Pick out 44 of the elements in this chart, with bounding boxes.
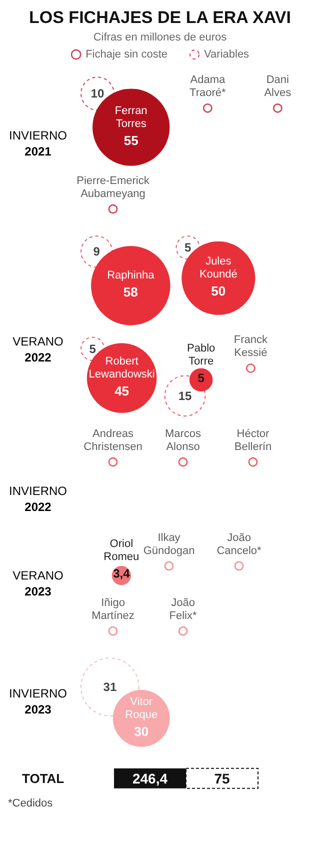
category-label: Franck Kessié (234, 334, 268, 359)
data-label: 55 (124, 132, 138, 148)
data-label: 5 (89, 342, 96, 356)
legend-label: Variables (204, 48, 250, 60)
category-label: Oriol Romeu (104, 538, 140, 563)
data-label: 15 (178, 388, 192, 403)
category-label: João Felix* (169, 596, 198, 622)
category-label: Raphinha (107, 269, 156, 282)
data-label: 3,4 (113, 566, 130, 580)
category-label: Jules Koundé (199, 255, 238, 280)
legend-label: Fichaje sin coste (86, 48, 168, 60)
data-label: 10 (90, 86, 104, 101)
data-label: 9 (93, 244, 100, 258)
text: *Cedidos (8, 797, 54, 810)
text: INVIERNO 2021 (8, 128, 68, 158)
category-label: Iñigo Martínez (92, 596, 134, 622)
category-label: Adama Traoré* (190, 74, 227, 100)
text: VERANO 2022 (12, 334, 64, 364)
category-label: Pablo Torre (186, 342, 216, 367)
data-label: 31 (103, 680, 117, 694)
text: VERANO 2023 (12, 568, 64, 598)
text: INVIERNO 2022 (8, 484, 68, 514)
category-label: Pierre-Emerick Aubameyang (76, 174, 150, 200)
category-label: Ferran Torres (114, 104, 148, 130)
text: 75 (214, 770, 230, 786)
text: LOS FICHAJES DE LA ERA XAVI (29, 8, 291, 27)
category-label: Robert Lewandowski (88, 355, 155, 380)
category-label: Andreas Christensen (84, 428, 142, 453)
text: INVIERNO 2023 (8, 686, 68, 716)
text: Cifras en millones de euros (93, 32, 228, 44)
text: TOTAL (22, 770, 64, 786)
data-label: 58 (123, 284, 138, 300)
text: 246,4 (132, 770, 168, 786)
data-label: 45 (114, 383, 130, 398)
category-label: Marcos Alonso (164, 428, 202, 453)
category-label: Ilkay Gündogan (143, 532, 195, 557)
category-label: Vitor Roque (125, 696, 158, 721)
data-label: 50 (211, 283, 226, 298)
category-label: Dani Alves (264, 74, 292, 100)
category-label: João Cancelo* (216, 532, 262, 557)
data-label: 5 (198, 370, 205, 384)
category-label: Héctor Bellerín (234, 428, 272, 453)
data-label: 30 (134, 724, 149, 739)
data-label: 5 (184, 240, 192, 254)
